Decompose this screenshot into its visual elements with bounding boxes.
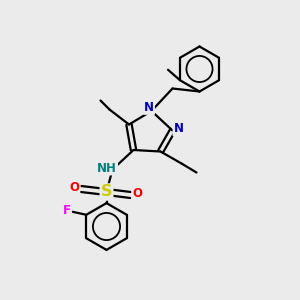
Text: NH: NH	[97, 161, 117, 175]
Text: N: N	[144, 101, 154, 114]
Text: S: S	[101, 184, 112, 200]
Text: O: O	[132, 187, 142, 200]
Text: F: F	[63, 204, 71, 217]
Text: N: N	[173, 122, 184, 136]
Text: O: O	[69, 181, 80, 194]
